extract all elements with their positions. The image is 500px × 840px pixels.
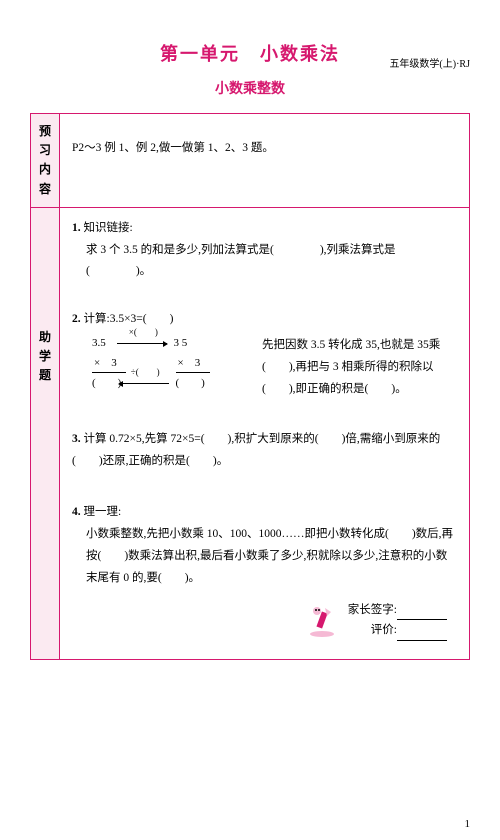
q3-text: 计算 0.72×5,先算 72×5=( ),积扩大到原来的( )倍,需缩小到原来… <box>72 433 440 467</box>
calc-35b: 3 5 <box>174 337 188 349</box>
q3: 3. 计算 0.72×5,先算 72×5=( ),积扩大到原来的( )倍,需缩小… <box>72 429 457 473</box>
calc-res-r: ( ) <box>176 377 205 389</box>
q2-head: 计算:3.5×3=( ) <box>84 313 174 325</box>
calc-res-l: ( ) <box>92 375 116 393</box>
preview-line: P2～3 例 1、例 2,做一做第 1、2、3 题。 <box>72 138 457 160</box>
content-table: 预习内容 P2～3 例 1、例 2,做一做第 1、2、3 题。 助学题 1. 知… <box>30 113 470 660</box>
q1-line2: ( )。 <box>72 261 457 283</box>
q1-num: 1. <box>72 222 81 234</box>
arrow-left-icon <box>119 383 169 384</box>
q2-text: 先把因数 3.5 转化成 35,也就是 35乘( ),再把与 3 相乘所得的积除… <box>262 335 457 401</box>
arrow-right-icon <box>117 343 167 344</box>
q4: 4. 理一理: <box>72 502 457 524</box>
subtitle: 小数乘整数 <box>0 78 500 98</box>
sign-line-2 <box>397 640 447 641</box>
q1: 1. 知识链接: <box>72 218 457 240</box>
pencil-icon <box>305 604 339 646</box>
side-label-preview: 预习内容 <box>31 114 60 208</box>
calc-mult-a: × 3 <box>92 355 126 374</box>
q3-num: 3. <box>72 433 81 445</box>
calc-mult-b: × 3 <box>176 355 210 374</box>
q1-line1: 求 3 个 3.5 的和是多少,列加法算式是( ),列乘法算式是 <box>72 240 457 262</box>
signature-block: 家长签字: 评价: <box>72 600 457 646</box>
page-header: 五年级数学(上)·RJ <box>389 55 470 70</box>
sign-eval: 评价: <box>371 624 397 636</box>
q1-head: 知识链接: <box>84 222 133 234</box>
calc-left: 3.5 ×( ) 3 5 × 3 × 3 ( ) <box>92 335 252 401</box>
q2-calc: 3.5 ×( ) 3 5 × 3 × 3 ( ) <box>92 335 457 401</box>
calc-div: ÷( ) <box>131 365 160 379</box>
side-label-helper: 助学题 <box>31 207 60 660</box>
sign-parent: 家长签字: <box>348 604 397 616</box>
q4-num: 4. <box>72 506 81 518</box>
q4-head: 理一理: <box>84 506 122 518</box>
calc-times: ×( ) <box>129 325 158 339</box>
side-b-text: 助学题 <box>39 330 51 382</box>
helper-content: 1. 知识链接: 求 3 个 3.5 的和是多少,列加法算式是( ),列乘法算式… <box>60 207 470 660</box>
q2-num: 2. <box>72 313 81 325</box>
q4-text: 小数乘整数,先把小数乘 10、100、1000……即把小数转化成( )数后,再按… <box>72 524 457 590</box>
page-number: 1 <box>465 818 471 830</box>
calc-35: 3.5 <box>92 335 114 353</box>
sign-line-1 <box>397 619 447 620</box>
side-a-text: 预习内容 <box>39 124 51 196</box>
preview-content: P2～3 例 1、例 2,做一做第 1、2、3 题。 <box>60 114 470 208</box>
